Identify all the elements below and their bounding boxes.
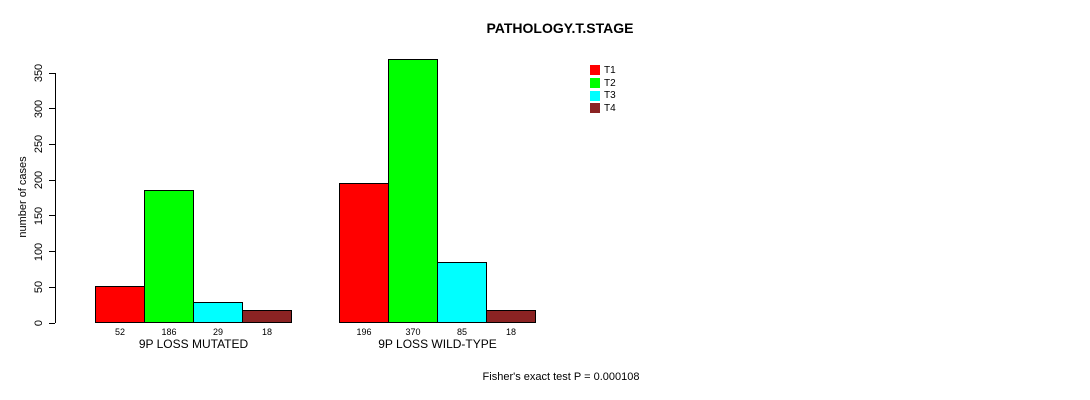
bar-value-label: 186: [161, 327, 177, 337]
y-tick-label: 300: [33, 99, 45, 118]
y-tick: [49, 215, 55, 217]
y-tick: [49, 143, 55, 145]
bar-value-label: 85: [456, 327, 468, 337]
y-tick: [49, 179, 55, 181]
legend-swatch: [590, 90, 600, 101]
legend-item: T3: [590, 89, 616, 102]
legend-item: T2: [590, 77, 616, 90]
bar-t4: [486, 310, 536, 323]
bar-t3: [437, 262, 487, 323]
y-tick: [49, 251, 55, 253]
bar-t3: [193, 302, 243, 323]
bar-value-label: 196: [356, 327, 372, 337]
y-tick: [49, 322, 55, 324]
y-tick-label: 150: [33, 206, 45, 226]
legend-label: T1: [604, 64, 616, 76]
legend-item: T4: [590, 102, 616, 115]
bar-t2: [144, 190, 194, 323]
bar-t4: [242, 310, 292, 323]
bar-value-label: 18: [261, 327, 273, 337]
legend-label: T4: [604, 102, 616, 114]
legend-item: T1: [590, 64, 616, 77]
y-tick-label: 200: [33, 170, 45, 190]
bar-value-label: 52: [114, 327, 126, 337]
y-tick-label: 350: [33, 63, 45, 83]
legend-swatch: [590, 103, 600, 114]
y-tick-label: 100: [33, 242, 45, 261]
y-tick-label: 250: [33, 135, 45, 154]
annotation-fisher-test: Fisher's exact test P = 0.000108: [482, 371, 640, 383]
bar-value-label: 18: [505, 327, 517, 337]
group-label: 9P LOSS MUTATED: [138, 337, 249, 351]
bar-value-label: 370: [405, 327, 421, 337]
y-axis-line: [55, 73, 56, 323]
bar-value-label: 29: [212, 327, 224, 337]
legend-label: T2: [604, 77, 616, 89]
y-tick: [49, 286, 55, 288]
y-tick: [49, 108, 55, 110]
y-tick-label: 0: [33, 319, 45, 327]
y-tick: [49, 72, 55, 74]
legend-swatch: [590, 65, 600, 76]
legend: T1 T2 T3 T4: [590, 64, 616, 115]
bar-t1: [339, 183, 389, 323]
y-tick-label: 50: [33, 281, 45, 294]
group-label: 9P LOSS WILD-TYPE: [378, 337, 497, 351]
bar-t2: [388, 58, 438, 323]
legend-label: T3: [604, 90, 616, 102]
y-axis-label: number of cases: [17, 156, 29, 238]
legend-swatch: [590, 78, 600, 89]
bar-t1: [95, 285, 145, 323]
chart-title: PATHOLOGY.T.STAGE: [486, 20, 634, 36]
